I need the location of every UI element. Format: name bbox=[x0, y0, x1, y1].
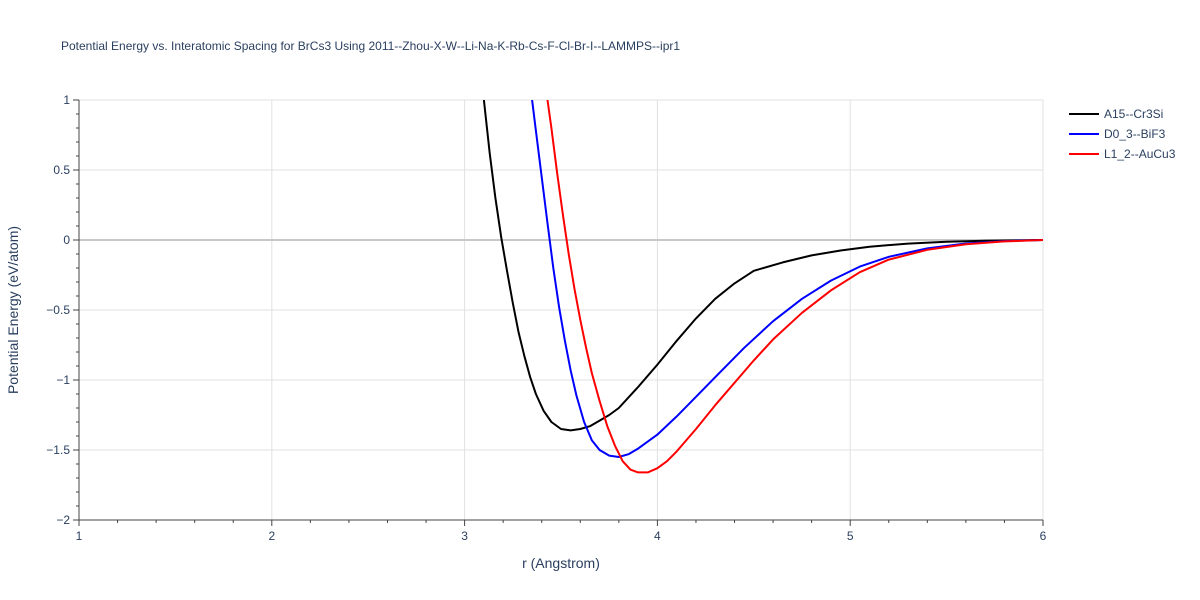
y-tick-label: −1 bbox=[56, 373, 70, 387]
y-axis-title: Potential Energy (eV/atom) bbox=[5, 226, 21, 394]
x-tick-label: 2 bbox=[268, 529, 275, 543]
chart-title: Potential Energy vs. Interatomic Spacing… bbox=[61, 39, 680, 53]
y-tick-label: 1 bbox=[63, 93, 70, 107]
grid-lines bbox=[79, 99, 1044, 520]
legend-item-1[interactable]: D0_3--BiF3 bbox=[1069, 127, 1166, 141]
y-tick-label: −2 bbox=[56, 513, 70, 527]
series-lines bbox=[482, 100, 1043, 474]
y-tick-label: −0.5 bbox=[46, 303, 70, 317]
x-axis-title: r (Angstrom) bbox=[522, 555, 600, 571]
legend-item-0[interactable]: A15--Cr3Si bbox=[1069, 107, 1163, 121]
y-tick-label: 0.5 bbox=[53, 163, 70, 177]
x-axis-ticks: 1 2 3 4 5 6 bbox=[76, 520, 1047, 543]
x-tick-label: 6 bbox=[1040, 529, 1047, 543]
series-line-2 bbox=[546, 100, 1043, 474]
y-tick-label: −1.5 bbox=[46, 443, 70, 457]
legend-label: D0_3--BiF3 bbox=[1104, 127, 1166, 141]
x-tick-label: 5 bbox=[847, 529, 854, 543]
x-tick-label: 1 bbox=[76, 529, 83, 543]
legend[interactable]: A15--Cr3Si D0_3--BiF3 L1_2--AuCu3 bbox=[1069, 107, 1176, 161]
y-tick-label: 0 bbox=[63, 233, 70, 247]
legend-item-2[interactable]: L1_2--AuCu3 bbox=[1069, 147, 1176, 161]
x-tick-label: 4 bbox=[654, 529, 661, 543]
legend-label: A15--Cr3Si bbox=[1104, 107, 1163, 121]
series-line-0 bbox=[482, 100, 1043, 432]
series-line-1 bbox=[531, 100, 1043, 458]
x-tick-label: 3 bbox=[461, 529, 468, 543]
y-axis-ticks: 1 0.5 0 −0.5 −1 −1.5 −2 bbox=[46, 93, 79, 527]
legend-label: L1_2--AuCu3 bbox=[1104, 147, 1176, 161]
